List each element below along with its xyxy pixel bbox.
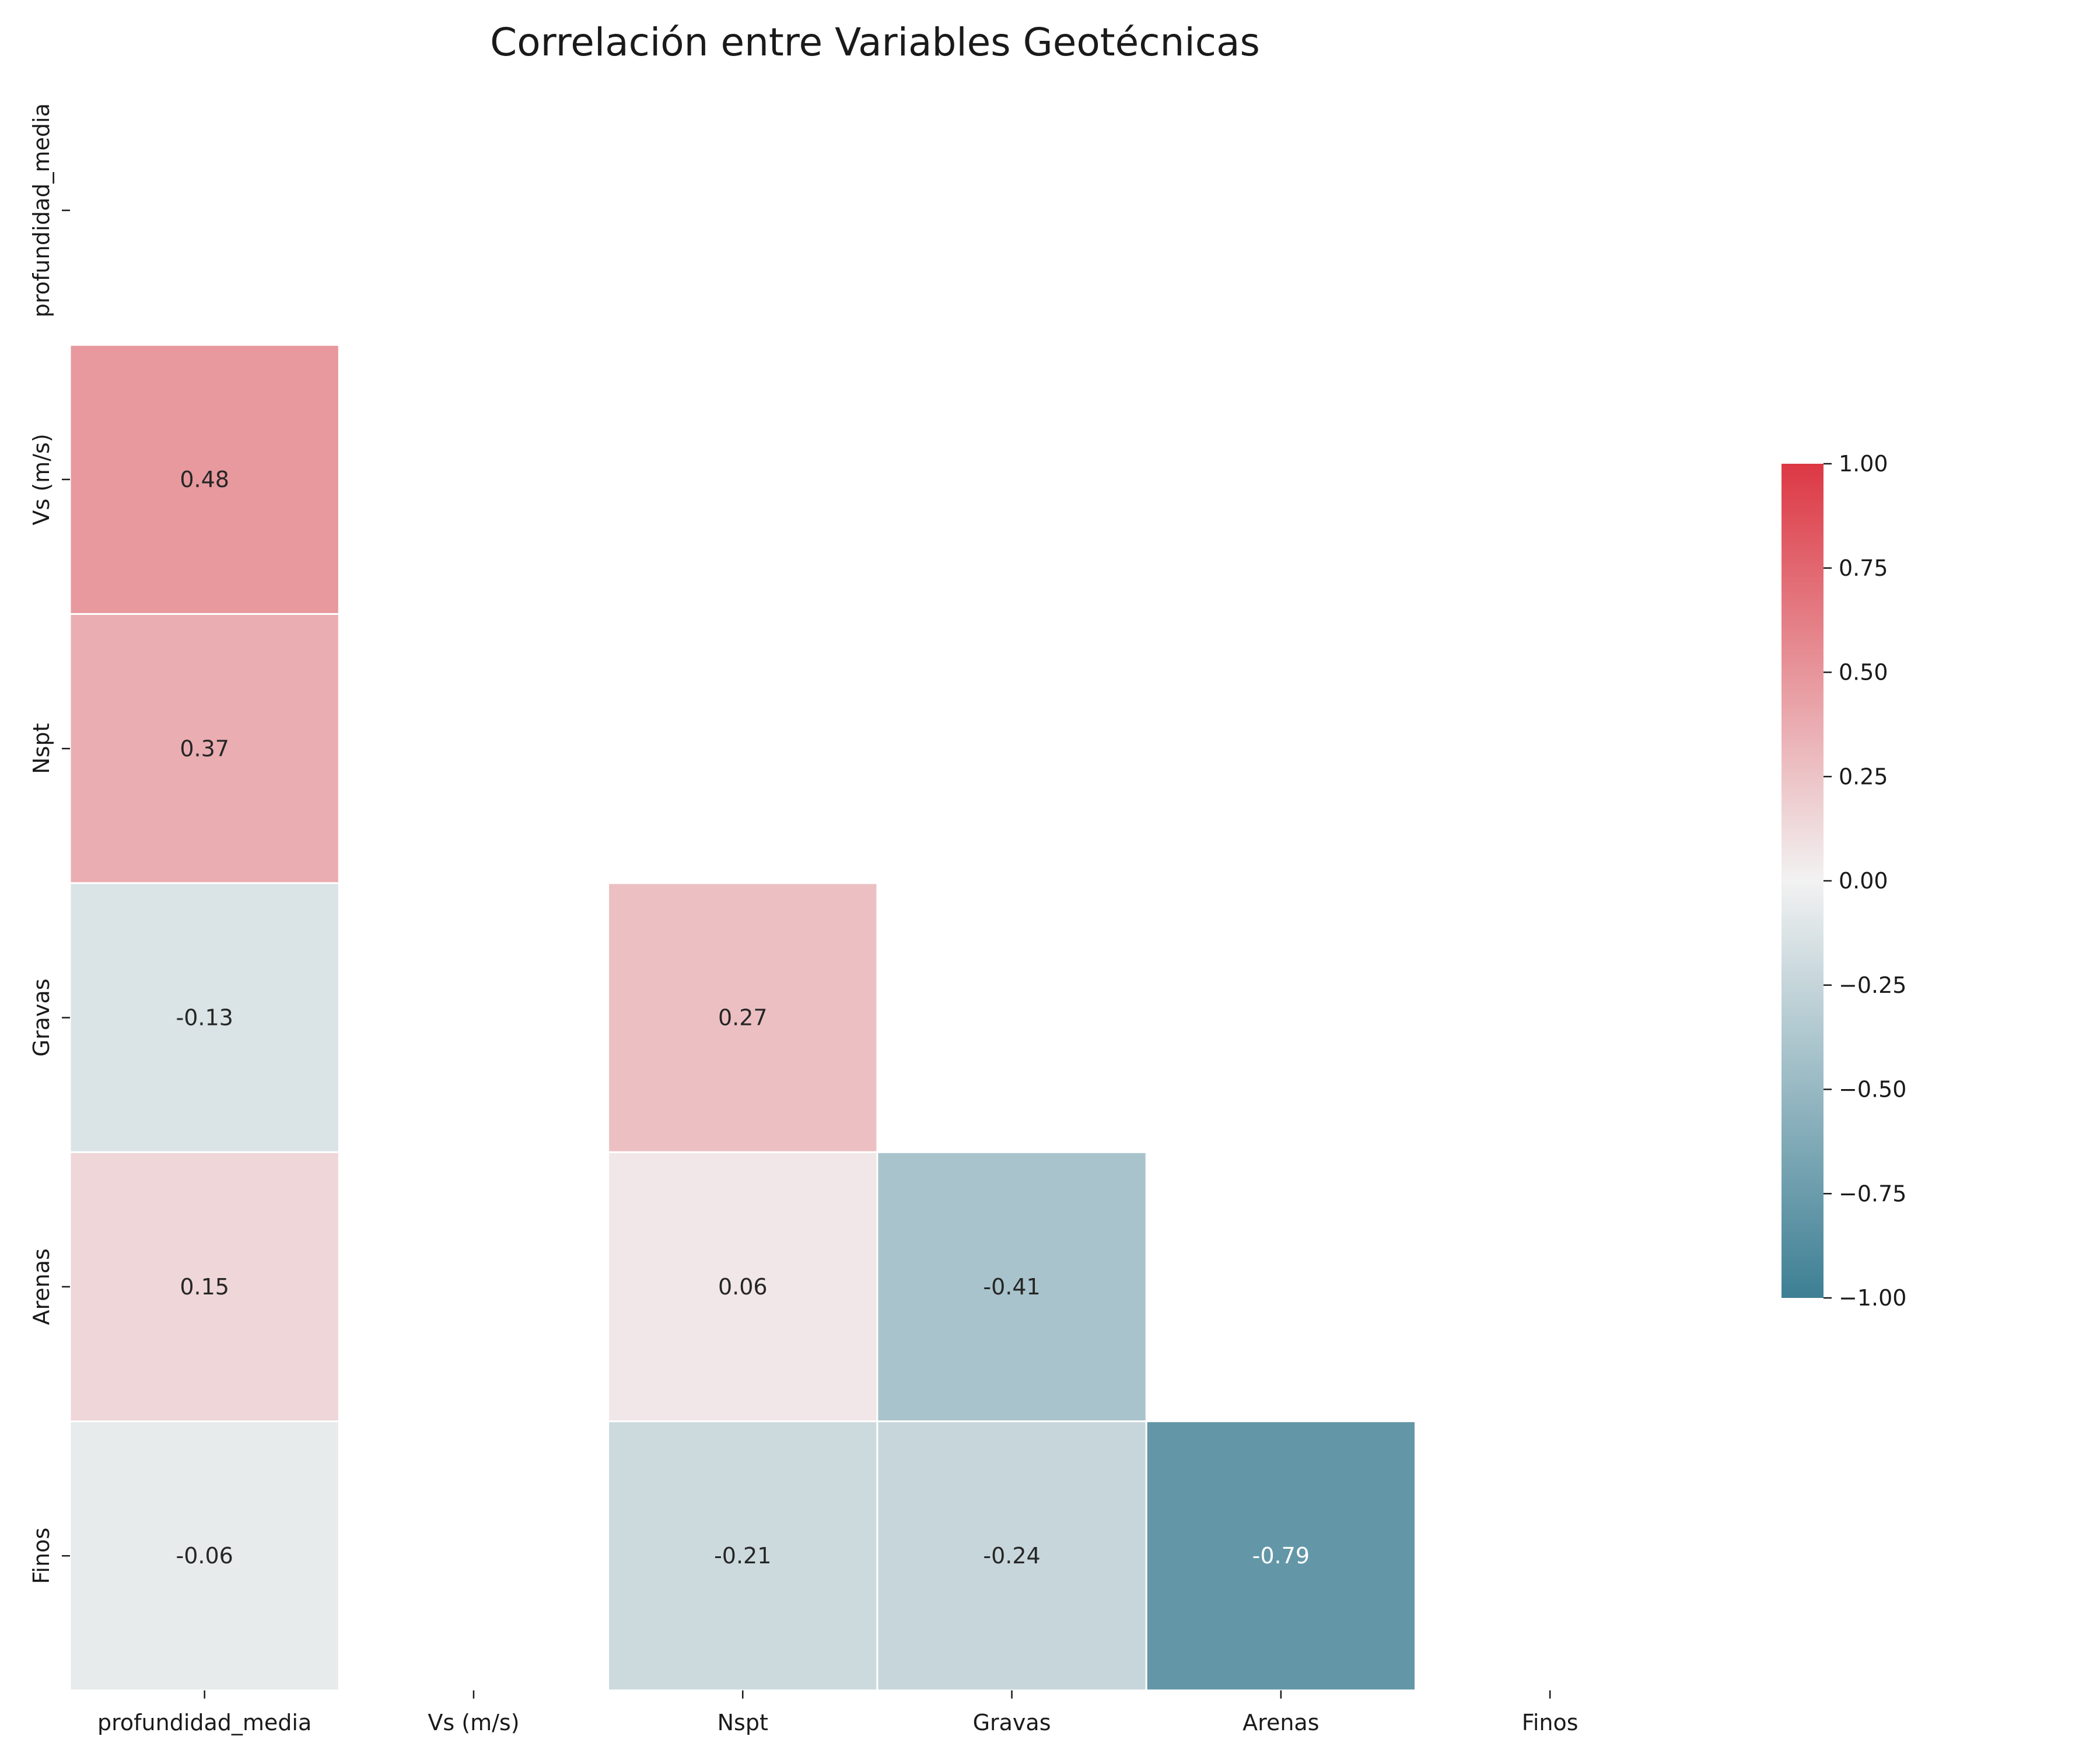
heatmap-cell-gravas-nspt: [607, 882, 878, 1153]
cell-label-arenas-gravas: -0.41: [983, 1274, 1040, 1300]
cell-label-arenas-nspt: 0.06: [718, 1274, 768, 1300]
colorbar-tick-label: −0.25: [1839, 972, 1906, 998]
colorbar-tick-label: −0.75: [1839, 1181, 1906, 1206]
colorbar: 1.00 0.75 0.50 0.25 0.00 −0.25 −0.50 −0.75 −1.00: [1782, 451, 1906, 1311]
colorbar-tick-label: 0.50: [1839, 660, 1888, 685]
heatmap-cell-gravas-profundidad-media: [69, 882, 340, 1153]
y-tick-label-gravas: Gravas: [29, 979, 54, 1057]
colorbar-ticks: 1.00 0.75 0.50 0.25 0.00 −0.25 −0.50 −0.75 −1.00: [1824, 451, 1906, 1311]
x-axis: profundidad_media Vs (m/s) Nspt Gravas Arena…: [97, 1690, 1578, 1735]
y-tick-label-finos: Finos: [29, 1528, 54, 1584]
colorbar-tick-label: 0.00: [1839, 868, 1888, 894]
colorbar-tick-label: −1.00: [1839, 1285, 1906, 1311]
heatmap-cells: 0.48 0.37 -0.13 0.27 0.15 0.06 -0.41 -0.06 -0.21…: [69, 344, 1416, 1692]
heatmap-cell-arenas-nspt: [607, 1151, 878, 1422]
cell-label-vs-m-s-profundidad-media: 0.48: [180, 467, 229, 492]
x-tick-label-vs-m-s-: Vs (m/s): [428, 1710, 519, 1735]
colorbar-tick-label: 1.00: [1839, 451, 1888, 477]
cell-label-nspt-profundidad-media: 0.37: [180, 736, 229, 761]
x-tick-label-finos: Finos: [1522, 1710, 1578, 1735]
colorbar-tick-label: 0.25: [1839, 764, 1888, 789]
cell-label-finos-gravas: -0.24: [983, 1543, 1040, 1569]
x-tick-label-nspt: Nspt: [718, 1710, 768, 1735]
cell-label-arenas-profundidad-media: 0.15: [180, 1274, 229, 1300]
y-tick-label-nspt: Nspt: [29, 723, 54, 774]
chart-title: Correlación entre Variables Geotécnicas: [490, 20, 1260, 65]
heatmap-cell-arenas-profundidad-media: [69, 1151, 340, 1422]
heatmap-cell-finos-gravas: [876, 1420, 1147, 1692]
cell-label-finos-arenas: -0.79: [1252, 1543, 1310, 1569]
y-axis: profundidad_media Vs (m/s) Nspt Gravas Arena…: [29, 103, 70, 1584]
heatmap-cell-arenas-gravas: [876, 1151, 1147, 1422]
cell-label-gravas-profundidad-media: -0.13: [176, 1005, 233, 1031]
x-tick-label-gravas: Gravas: [973, 1710, 1051, 1735]
heatmap-cell-nspt-profundidad-media: [69, 613, 340, 884]
heatmap-cell-finos-profundidad-media: [69, 1420, 340, 1692]
heatmap-cell-vs-m-s-profundidad-media: [69, 344, 340, 615]
colorbar-gradient: [1782, 464, 1824, 1298]
y-tick-label-arenas: Arenas: [29, 1248, 54, 1325]
colorbar-tick-label: 0.75: [1839, 555, 1888, 581]
heatmap-cell-finos-arenas: [1145, 1420, 1416, 1692]
cell-label-finos-profundidad-media: -0.06: [176, 1543, 233, 1569]
x-tick-label-arenas: Arenas: [1242, 1710, 1319, 1735]
y-tick-label-vs-m-s-: Vs (m/s): [29, 433, 54, 525]
cell-label-finos-nspt: -0.21: [714, 1543, 771, 1569]
x-tick-label-profundidad-media: profundidad_media: [97, 1710, 312, 1735]
y-tick-label-profundidad-media: profundidad_media: [29, 103, 54, 317]
colorbar-tick-label: −0.50: [1839, 1077, 1906, 1102]
cell-label-gravas-nspt: 0.27: [718, 1005, 768, 1031]
